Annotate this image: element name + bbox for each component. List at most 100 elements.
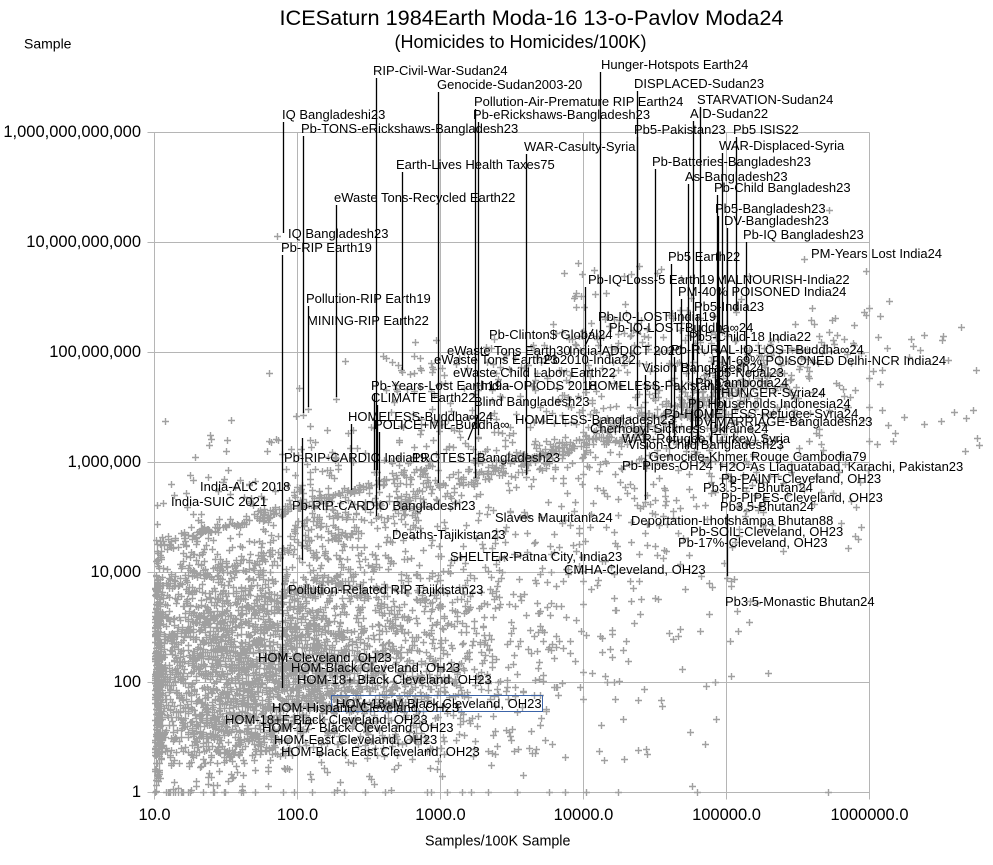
svg-text:Pb-RIP-CARDIO India19: Pb-RIP-CARDIO India19: [284, 450, 427, 465]
svg-text:HOM-18+F Black Cleveland, OH23: HOM-18+F Black Cleveland, OH23: [225, 712, 428, 727]
svg-text:eWaste Tons-Recycled Earth22: eWaste Tons-Recycled Earth22: [334, 190, 515, 205]
svg-text:Pb Households Indonesia24: Pb Households Indonesia24: [688, 396, 851, 411]
svg-text:Vision Bangladesh24: Vision Bangladesh24: [642, 360, 764, 375]
svg-text:H2O-As Liaquatabad, Karachi, P: H2O-As Liaquatabad, Karachi, Pakistan23: [719, 459, 963, 474]
svg-text:Samples/100K Sample: Samples/100K Sample: [425, 834, 570, 850]
svg-text:As-Bangladesh23: As-Bangladesh23: [685, 169, 788, 184]
svg-text:PM-Years Lost India24: PM-Years Lost India24: [811, 246, 942, 261]
svg-text:Pb-RIP-CARDIO Bangladesh23: Pb-RIP-CARDIO Bangladesh23: [292, 498, 476, 513]
svg-text:Pb2010-India22: Pb2010-India22: [544, 352, 636, 367]
svg-text:Pb Cambodia24: Pb Cambodia24: [695, 375, 788, 390]
svg-text:Pb5-Pakistan23: Pb5-Pakistan23: [634, 122, 726, 137]
svg-text:1000.0: 1000.0: [415, 806, 465, 824]
svg-text:Pb-IQ-LOST India19: Pb-IQ-LOST India19: [598, 309, 716, 324]
svg-text:Genocide-Khmer Rouge Cambodia7: Genocide-Khmer Rouge Cambodia79: [649, 449, 867, 464]
svg-text:CMHA-Cleveland, OH23: CMHA-Cleveland, OH23: [564, 562, 706, 577]
svg-text:Pb5-Child-18 India22: Pb5-Child-18 India22: [689, 329, 811, 344]
svg-text:HOM-17- Black Cleveland, OH23: HOM-17- Black Cleveland, OH23: [262, 720, 453, 735]
svg-text:DISPLACED-Sudan23: DISPLACED-Sudan23: [634, 76, 764, 91]
svg-text:HOM-18+M Black Cleveland, OH23: HOM-18+M Black Cleveland, OH23: [336, 696, 542, 711]
svg-text:Pb-Child Bangladesh23: Pb-Child Bangladesh23: [714, 180, 851, 195]
svg-text:PM-40% POISONED India24: PM-40% POISONED India24: [678, 284, 846, 299]
svg-text:100,000,000: 100,000,000: [49, 343, 141, 361]
svg-text:10,000: 10,000: [91, 563, 141, 581]
svg-text:WAR-Casulty-Syria: WAR-Casulty-Syria: [524, 139, 636, 154]
svg-text:Genocide-Sudan2003-20: Genocide-Sudan2003-20: [437, 77, 582, 92]
svg-text:Pb-SOIL-Cleveland, OH23: Pb-SOIL-Cleveland, OH23: [690, 524, 843, 539]
svg-text:1,000,000,000,000: 1,000,000,000,000: [3, 123, 141, 141]
svg-text:Pb5 Earth22: Pb5 Earth22: [668, 249, 740, 264]
svg-text:Chernobyl-Sickness Ukraine24: Chernobyl-Sickness Ukraine24: [590, 421, 768, 436]
svg-text:DV-Bangladesh23: DV-Bangladesh23: [724, 213, 829, 228]
svg-text:India-ADDICT 2020: India-ADDICT 2020: [569, 343, 682, 358]
svg-text:1,000,000: 1,000,000: [68, 453, 141, 471]
svg-text:eWaste Tons Earth23: eWaste Tons Earth23: [434, 352, 558, 367]
svg-text:HOMELESS-Pakistan23: HOMELESS-Pakistan23: [588, 378, 729, 393]
svg-text:100.0: 100.0: [277, 806, 318, 824]
svg-text:Pb-IQ-LOST-Buddha∞24: Pb-IQ-LOST-Buddha∞24: [609, 320, 753, 335]
svg-text:WAR-Refugee (Turkey) Syria: WAR-Refugee (Turkey) Syria: [622, 431, 791, 446]
svg-text:1000000.0: 1000000.0: [831, 806, 909, 824]
svg-text:HUNGER-Syria24: HUNGER-Syria24: [721, 385, 826, 400]
svg-text:10.0: 10.0: [138, 806, 170, 824]
svg-text:Pb-HOMELESS-Refugee-Syria24: Pb-HOMELESS-Refugee-Syria24: [664, 406, 858, 421]
svg-text:POLICE+MIL-Buddha∞: POLICE+MIL-Buddha∞: [374, 417, 509, 432]
svg-text:Pb-PIPES-Cleveland, OH23: Pb-PIPES-Cleveland, OH23: [721, 490, 883, 505]
svg-text:SHELTER-Patna City, India23: SHELTER-Patna City, India23: [450, 549, 622, 564]
svg-text:HOMELESS-Buddha∞24: HOMELESS-Buddha∞24: [348, 409, 493, 424]
svg-text:Pb-Clinton$ Global24: Pb-Clinton$ Global24: [489, 327, 613, 342]
svg-text:Pb5-India23: Pb5-India23: [694, 299, 764, 314]
svg-text:STARVATION-Sudan24: STARVATION-Sudan24: [697, 92, 833, 107]
svg-text:HOM-Hispanic Cleveland, OH23: HOM-Hispanic Cleveland, OH23: [272, 700, 459, 715]
svg-text:Pb-PAINT-Cleveland, OH23: Pb-PAINT-Cleveland, OH23: [721, 471, 881, 486]
svg-text:HOM-Black East Cleveland, OH23: HOM-Black East Cleveland, OH23: [281, 744, 480, 759]
svg-text:DV-MARRIAGE-Bangladesh23: DV-MARRIAGE-Bangladesh23: [694, 414, 872, 429]
svg-text:10000.0: 10000.0: [554, 806, 614, 824]
svg-text:Pb5-Bangladesh23: Pb5-Bangladesh23: [715, 201, 826, 216]
svg-text:100: 100: [113, 673, 141, 691]
svg-text:AID-Sudan22: AID-Sudan22: [690, 106, 768, 121]
svg-text:1: 1: [132, 783, 141, 801]
svg-text:10,000,000,000: 10,000,000,000: [26, 233, 141, 251]
svg-text:Blind Bangladesh23: Blind Bangladesh23: [474, 394, 590, 409]
svg-text:India-SUIC 2021: India-SUIC 2021: [171, 494, 267, 509]
svg-text:Pb-eRickshaws-Bangladesh23: Pb-eRickshaws-Bangladesh23: [473, 107, 650, 122]
svg-text:HOM-Cleveland, OH23: HOM-Cleveland, OH23: [258, 650, 392, 665]
svg-text:Sample: Sample: [24, 36, 72, 52]
svg-text:Vision-Child Bangladesh23: Vision-Child Bangladesh23: [628, 437, 784, 452]
svg-text:Pb-TONS-eRickshaws-Bangladesh2: Pb-TONS-eRickshaws-Bangladesh23: [301, 121, 518, 136]
svg-text:(Homicides to Homicides/100K): (Homicides to Homicides/100K): [394, 32, 646, 52]
svg-text:ICESaturn 1984Earth Moda-16 13: ICESaturn 1984Earth Moda-16 13-o-Pavlov …: [280, 5, 784, 30]
svg-text:MALNOURISH-India22: MALNOURISH-India22: [716, 272, 850, 287]
svg-text:PROTEST-Bangladesh23: PROTEST-Bangladesh23: [412, 450, 560, 465]
svg-text:CLIMATE Earth22: CLIMATE Earth22: [371, 390, 476, 405]
svg-text:Deportation-Lhotshampa Bhutan8: Deportation-Lhotshampa Bhutan88: [631, 513, 833, 528]
svg-text:Pb-Batteries-Bangladesh23: Pb-Batteries-Bangladesh23: [652, 154, 811, 169]
svg-text:IQ Bangladesh23: IQ Bangladesh23: [288, 226, 388, 241]
svg-text:Pollution-Air-Premature RIP Ea: Pollution-Air-Premature RIP Earth24: [474, 94, 683, 109]
svg-text:Pb-RURAL-IQ-LOST-Buddha∞24: Pb-RURAL-IQ-LOST-Buddha∞24: [671, 342, 864, 357]
svg-text:PM-69% POISONED Delhi-NCR Indi: PM-69% POISONED Delhi-NCR India24: [712, 353, 946, 368]
svg-text:eWaste Child Labor Earth22: eWaste Child Labor Earth22: [453, 365, 616, 380]
svg-text:HOM-18+ Black Cleveland, OH23: HOM-18+ Black Cleveland, OH23: [297, 672, 492, 687]
svg-text:Pb-RIP Earth19: Pb-RIP Earth19: [281, 240, 372, 255]
svg-text:Pb-Years-Lost Earth19: Pb-Years-Lost Earth19: [371, 378, 502, 393]
svg-text:India-ALC 2018: India-ALC 2018: [200, 479, 290, 494]
svg-text:Earth-Lives Health Taxes75: Earth-Lives Health Taxes75: [396, 157, 555, 172]
svg-text:HOM-East Cleveland, OH23: HOM-East Cleveland, OH23: [274, 732, 437, 747]
svg-text:Pb5 ISIS22: Pb5 ISIS22: [733, 122, 799, 137]
svg-text:Slaves Mauritania24: Slaves Mauritania24: [495, 510, 613, 525]
svg-text:Pollution-RIP Earth19: Pollution-RIP Earth19: [306, 291, 431, 306]
svg-text:Pb-IQ-Loss-5 Earth19: Pb-IQ-Loss-5 Earth19: [588, 272, 714, 287]
svg-text:WAR-Displaced-Syria: WAR-Displaced-Syria: [719, 138, 845, 153]
svg-text:IQ Bangladeshi23: IQ Bangladeshi23: [282, 107, 385, 122]
svg-text:Pollution-Related RIP Tajikist: Pollution-Related RIP Tajikistan23: [288, 582, 483, 597]
svg-text:HOMELESS-Bangladesh23: HOMELESS-Bangladesh23: [515, 412, 675, 427]
svg-text:Pb-IQ Bangladesh23: Pb-IQ Bangladesh23: [743, 227, 864, 242]
svg-text:India-OPIODS 2018: India-OPIODS 2018: [481, 378, 597, 393]
svg-text:Pb5-Nepal23: Pb5-Nepal23: [708, 365, 784, 380]
svg-text:Hunger-Hotspots Earth24: Hunger-Hotspots Earth24: [601, 57, 748, 72]
svg-text:MINING-RIP Earth22: MINING-RIP Earth22: [307, 313, 429, 328]
svg-text:Pb3.5-Bhutan24: Pb3.5-Bhutan24: [720, 499, 814, 514]
svg-text:Pb3.5-F- Bhutan24: Pb3.5-F- Bhutan24: [703, 480, 813, 495]
